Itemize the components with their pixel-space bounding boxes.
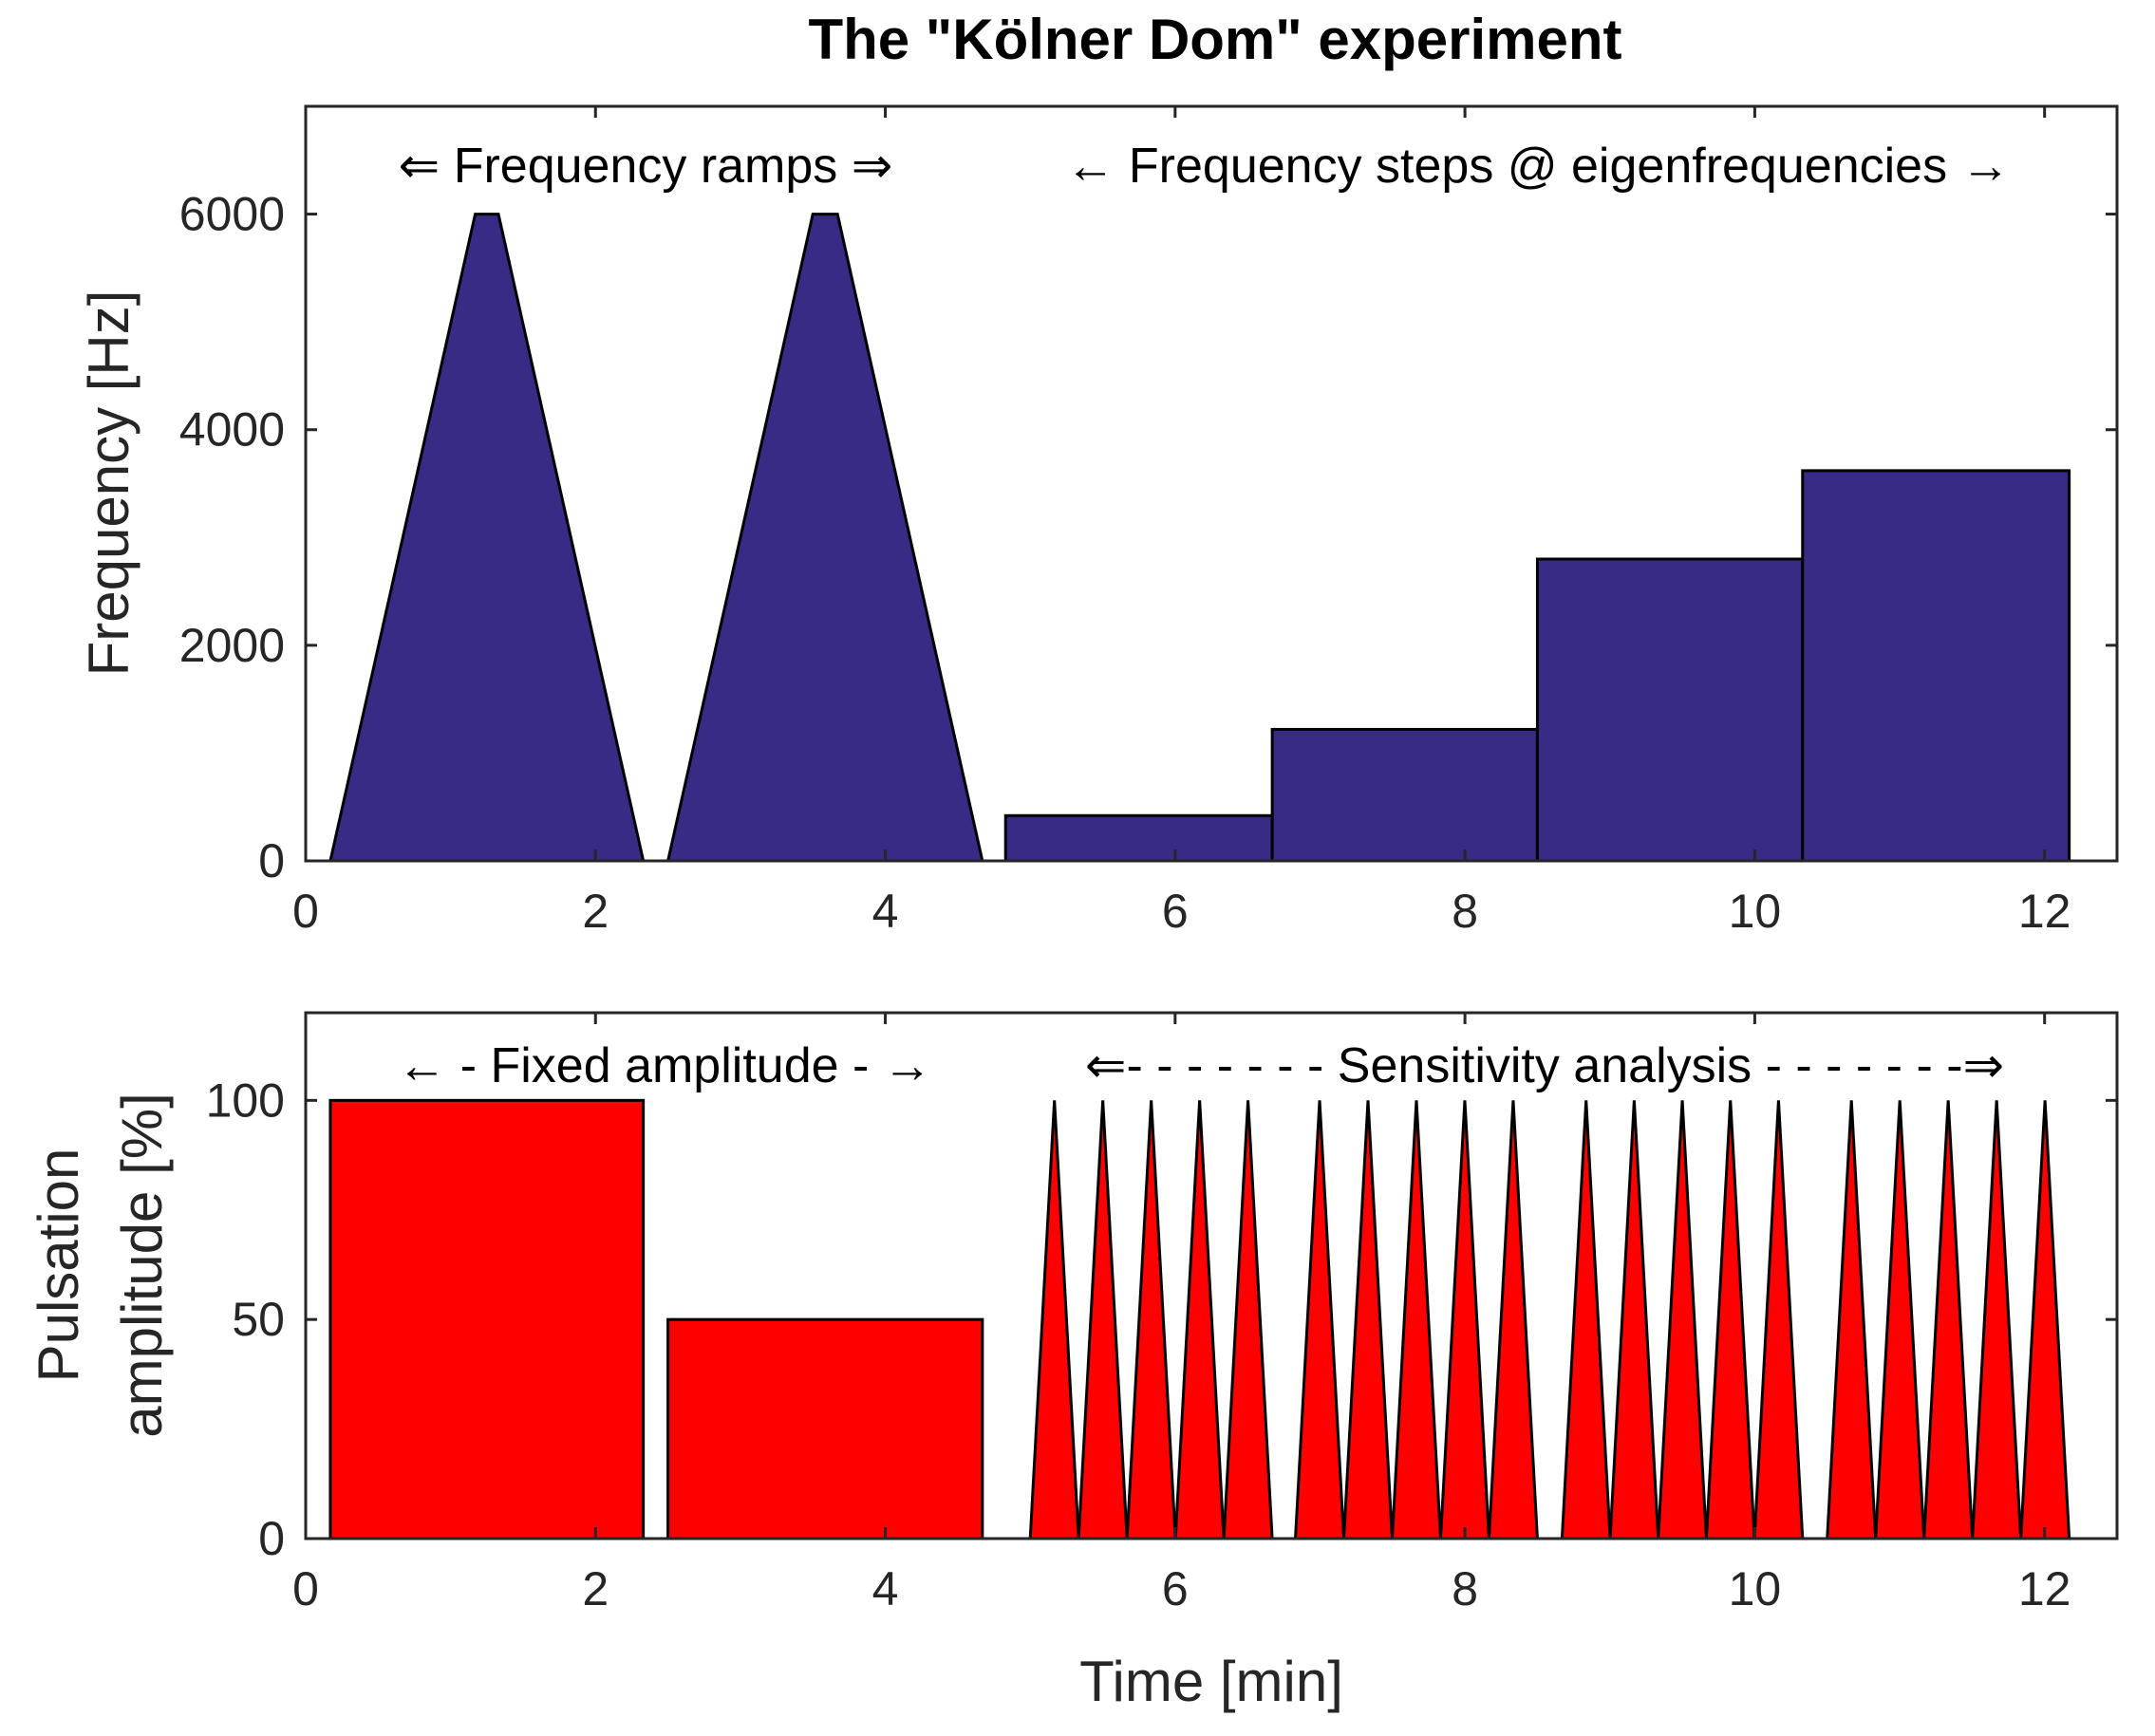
frequency-y-tick-label: 6000 (179, 188, 285, 241)
amplitude-x-tick-label: 10 (1729, 1562, 1782, 1615)
frequency-x-tick-label: 10 (1729, 885, 1782, 938)
amplitude-triangle (1390, 1100, 1443, 1540)
amplitude-y-ticks: 0 50 100 (206, 1073, 2117, 1565)
frequency-ramp (328, 213, 646, 863)
frequency-ramps-annotation: ⇐ Frequency ramps ⇒ (399, 139, 893, 194)
amplitude-x-tick-label: 6 (1162, 1562, 1189, 1615)
amplitude-marks (328, 1098, 2071, 1540)
frequency-x-tick-label: 6 (1162, 885, 1189, 938)
amplitude-y-tick-label: 50 (232, 1293, 285, 1346)
amplitude-triangle (1341, 1100, 1395, 1540)
amplitude-triangle (1874, 1100, 1926, 1540)
amplitude-triangle (2019, 1100, 2071, 1540)
amplitude-triangle (1077, 1100, 1129, 1540)
amplitude-x-tick-label: 12 (2018, 1562, 2071, 1615)
amplitude-triangle (1922, 1100, 1975, 1540)
frequency-x-tick-label: 8 (1452, 885, 1478, 938)
amplitude-axes-box (304, 1011, 2119, 1540)
amplitude-triangle (1608, 1100, 1660, 1540)
amplitude-triangle (1222, 1100, 1274, 1540)
amplitude-y-axis-label-line-2: amplitude [%] (110, 1092, 174, 1438)
frequency-step (1003, 813, 1274, 863)
amplitude-triangle (1657, 1100, 1709, 1540)
x-axis-label: Time [min] (1079, 1650, 1343, 1713)
frequency-step (1535, 557, 1805, 863)
frequency-x-tick-label: 4 (872, 885, 899, 938)
amplitude-triangle (1173, 1100, 1226, 1540)
frequency-step (1801, 469, 2071, 863)
amplitude-block (328, 1098, 646, 1540)
figure-title: The "Kölner Dom" experiment (808, 8, 1621, 71)
amplitude-triangle (1752, 1100, 1805, 1540)
amplitude-y-tick-label: 100 (206, 1073, 285, 1127)
amplitude-triangle (1487, 1100, 1540, 1540)
frequency-marks (328, 213, 2071, 863)
frequency-y-ticks: 0 2000 4000 6000 (179, 188, 2117, 887)
frequency-x-tick-label: 0 (292, 885, 319, 938)
frequency-panel: 0 2 4 6 8 10 12 0 2000 4000 6000 Frequency [Hz] ⇐… (77, 104, 2119, 938)
amplitude-x-tick-label: 0 (292, 1562, 319, 1615)
frequency-y-tick-label: 2000 (179, 619, 285, 672)
frequency-y-tick-label: 4000 (179, 403, 285, 457)
frequency-x-tick-label: 12 (2018, 885, 2071, 938)
amplitude-triangle (1704, 1100, 1756, 1540)
frequency-step (1270, 727, 1539, 863)
frequency-axes-box (304, 104, 2119, 863)
frequency-y-axis-label: Frequency [Hz] (77, 290, 141, 677)
amplitude-triangle (1560, 1100, 1612, 1540)
sensitivity-analysis-annotation: ⇐- - - - - - - Sensitivity analysis - - … (1085, 1038, 2004, 1093)
amplitude-triangle (1028, 1100, 1080, 1540)
amplitude-x-tick-label: 2 (582, 1562, 609, 1615)
amplitude-x-tick-label: 8 (1452, 1562, 1478, 1615)
frequency-y-tick-label: 0 (258, 834, 285, 887)
frequency-x-ticks: 0 2 4 6 8 10 12 (292, 106, 2071, 938)
amplitude-triangle (1293, 1100, 1346, 1540)
amplitude-triangle (1438, 1100, 1491, 1540)
amplitude-x-ticks: 0 2 4 6 8 10 12 (292, 1013, 2071, 1615)
amplitude-y-tick-label: 0 (258, 1512, 285, 1565)
fixed-amplitude-annotation: ← - Fixed amplitude - → (397, 1038, 932, 1093)
amplitude-triangle (1125, 1100, 1177, 1540)
frequency-steps-annotation: ← Frequency steps @ eigenfrequencies → (1065, 139, 2010, 194)
frequency-ramp (665, 213, 984, 863)
amplitude-y-axis-label-line-1: Pulsation (27, 1148, 90, 1383)
amplitude-block (666, 1317, 984, 1540)
amplitude-panel: 0 2 4 6 8 10 12 0 50 100 Pulsation amplitude [%]… (27, 1011, 2119, 1713)
amplitude-triangle (1971, 1100, 2023, 1540)
frequency-x-tick-label: 2 (582, 885, 609, 938)
amplitude-x-tick-label: 4 (872, 1562, 899, 1615)
amplitude-triangle (1826, 1100, 1878, 1540)
